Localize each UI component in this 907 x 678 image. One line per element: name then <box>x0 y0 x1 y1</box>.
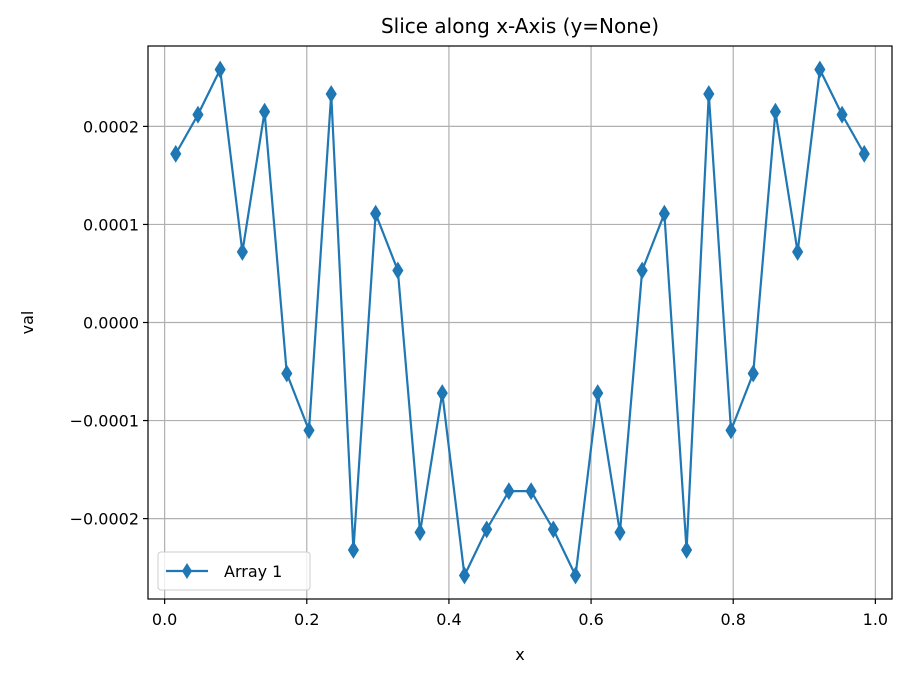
data-point <box>858 144 870 163</box>
data-point <box>569 566 582 585</box>
data-point <box>503 482 515 501</box>
data-point <box>747 364 759 383</box>
y-tick-label: −0.0001 <box>70 412 139 431</box>
data-point <box>814 60 826 79</box>
data-point <box>370 204 382 223</box>
x-tick-label: 0.6 <box>578 610 603 629</box>
x-tick-label: 1.0 <box>863 610 888 629</box>
series-layer <box>170 60 870 585</box>
data-point <box>325 85 337 103</box>
data-point <box>303 421 315 440</box>
data-point <box>725 421 737 440</box>
data-point <box>836 105 848 124</box>
y-tick-label: 0.0002 <box>83 117 139 136</box>
data-point <box>592 384 604 403</box>
data-point <box>547 520 559 539</box>
data-point <box>414 523 426 542</box>
chart-title: Slice along x-Axis (y=None) <box>381 14 659 38</box>
data-point <box>170 144 182 163</box>
data-point <box>347 541 360 559</box>
data-point <box>636 261 648 280</box>
legend-box <box>157 551 311 591</box>
data-point <box>680 541 693 559</box>
grid-lines <box>148 46 892 599</box>
legend-label-array-1: Array 1 <box>224 562 282 581</box>
data-point <box>703 85 715 103</box>
data-point <box>614 523 626 542</box>
data-point <box>525 482 537 501</box>
legend-marker-swatch <box>182 563 192 579</box>
data-point <box>192 105 204 124</box>
y-tick-label: −0.0002 <box>70 510 139 529</box>
data-point <box>458 566 471 585</box>
axis-ticks: 0.0 0.2 0.4 0.6 0.8 1.0 −0.0002 −0.0001 0.0000 0.… <box>70 117 888 629</box>
data-point <box>769 102 782 121</box>
data-point <box>258 102 271 121</box>
y-tick-label: 0.0000 <box>83 314 139 333</box>
y-axis-label: val <box>18 311 37 335</box>
data-point <box>392 261 404 280</box>
data-point <box>281 364 293 383</box>
y-tick-label: 0.0001 <box>83 215 139 234</box>
x-tick-label: 0.2 <box>294 610 319 629</box>
x-tick-label: 0.0 <box>152 610 177 629</box>
data-point <box>436 384 448 403</box>
data-point <box>236 242 248 261</box>
data-point <box>658 204 670 223</box>
x-axis-label: x <box>515 645 524 664</box>
x-tick-label: 0.4 <box>436 610 461 629</box>
x-tick-label: 0.8 <box>720 610 745 629</box>
series-line-0 <box>174 68 866 577</box>
data-point <box>214 60 226 79</box>
data-point <box>481 520 493 539</box>
legend: Array 1 <box>157 551 311 591</box>
data-point <box>792 242 804 261</box>
